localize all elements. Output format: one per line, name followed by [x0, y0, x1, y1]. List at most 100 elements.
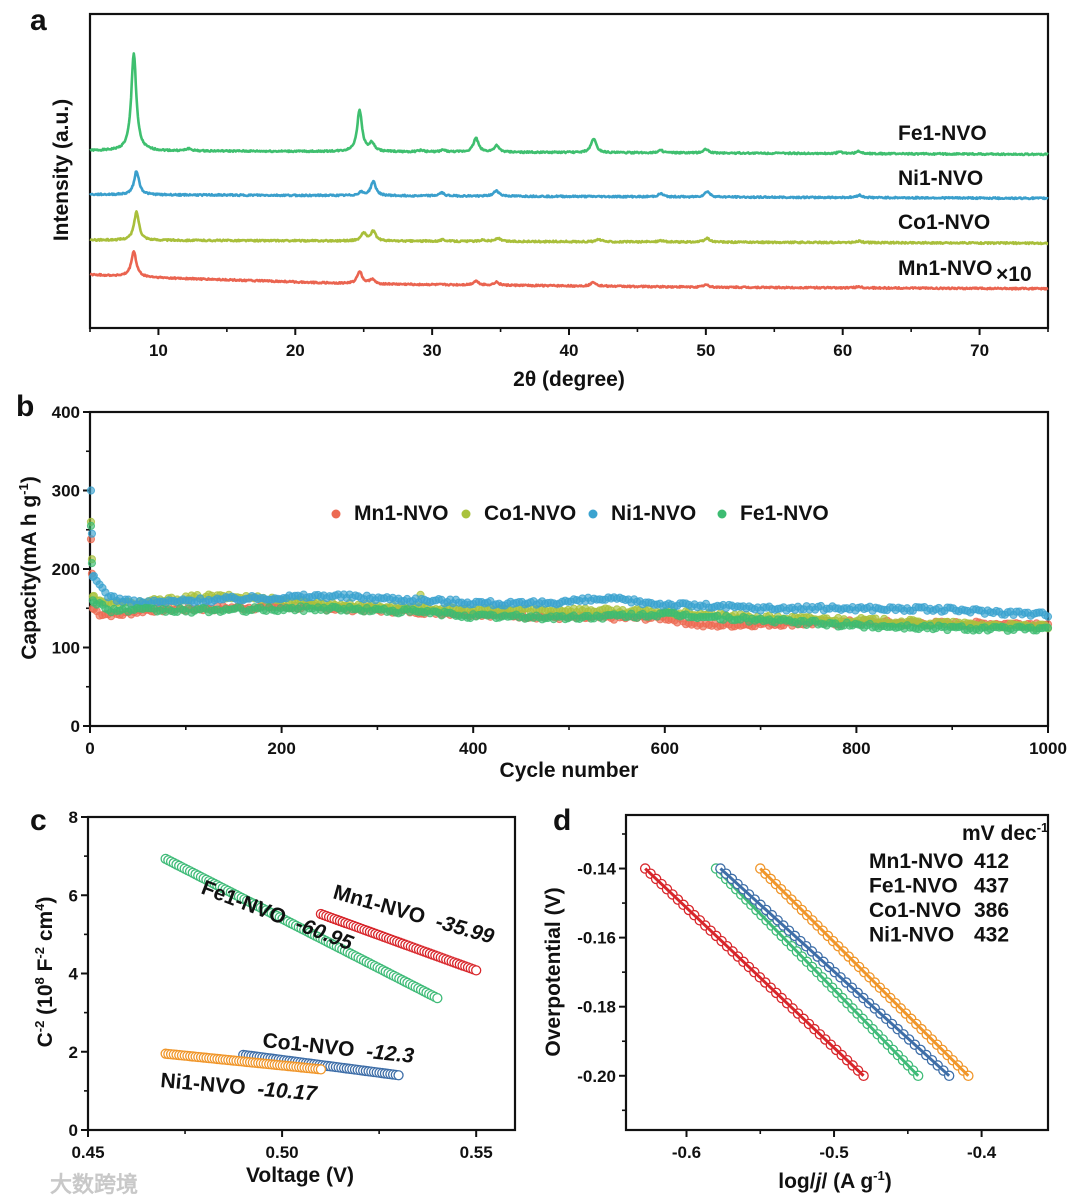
- series-Ni1-NVO: [755, 863, 974, 1082]
- label-part: log/: [778, 1170, 815, 1193]
- x-tick-label: 20: [286, 341, 305, 360]
- label-part: F: [34, 958, 57, 977]
- superscript: 8: [32, 977, 47, 984]
- y-tick-label: 6: [69, 886, 78, 905]
- x-axis-title: log/j/ (A g-1​): [778, 1168, 891, 1193]
- data-point: [87, 559, 97, 568]
- x-tick-label: -0.4: [967, 1143, 997, 1162]
- tafel-chart: -0.6 -0.5 -0.4 -0.14 -0.16 -0.18 -0.20 log/j/ (…: [542, 813, 1050, 1193]
- label-part: / (A g: [821, 1170, 873, 1193]
- y-tick-label: 0: [69, 1121, 78, 1140]
- panel-label-b: b: [16, 390, 34, 423]
- superscript: -1: [1037, 820, 1049, 835]
- xrd-series-line: [89, 52, 1049, 157]
- legend-value: 412: [974, 850, 1009, 873]
- series-label: Ni1-NVO: [898, 167, 983, 190]
- fit-line: [759, 867, 970, 1077]
- legend-value: 437: [974, 875, 1009, 898]
- series-Ni1-NVO: [160, 1048, 327, 1075]
- x-tick-label: 30: [423, 341, 442, 360]
- plot-frame: [88, 410, 1050, 728]
- legend-label: Mn1-NVO: [869, 850, 964, 873]
- superscript: 4: [32, 903, 47, 911]
- panel-label-a: a: [30, 4, 47, 37]
- x-tick-label: 60: [833, 341, 852, 360]
- label-part: cm: [34, 911, 57, 947]
- data-point: [315, 1064, 327, 1075]
- slope-value: -10.17: [256, 1078, 319, 1106]
- y-axis-title: Overpotential (V): [542, 887, 565, 1056]
- x-tick-label: 40: [560, 341, 579, 360]
- x-tick-label: 800: [842, 739, 870, 758]
- x-axis-title: Cycle number: [500, 759, 639, 782]
- y-axis-title: Intensity (a.u.): [50, 99, 73, 241]
- data-point: [471, 965, 482, 976]
- series-Ni1-NVO: [86, 486, 1053, 621]
- superscript: -1: [873, 1168, 885, 1183]
- x-axis-title: 2θ (degree): [513, 368, 625, 391]
- series-name: Fe1-NVO: [198, 876, 289, 929]
- x-tick-label: 1000: [1029, 739, 1067, 758]
- x-tick-label: 0: [85, 739, 94, 758]
- superscript: -2: [32, 1021, 47, 1033]
- legend-label: Fe1-NVO: [869, 875, 958, 898]
- label-part: (10: [34, 984, 57, 1020]
- x-tick-label: 400: [459, 739, 487, 758]
- legend-label: Fe1-NVO: [740, 502, 829, 525]
- label-part: ): [885, 1170, 892, 1193]
- y-tick-label: 8: [69, 808, 78, 827]
- legend-marker: [588, 509, 598, 519]
- series-annotation: Mn1-NVO-35.99: [331, 881, 497, 949]
- legend-label: Co1-NVO: [869, 899, 961, 922]
- x-tick-label: 0.50: [266, 1143, 299, 1162]
- series-name: Ni1-NVO: [160, 1069, 247, 1099]
- scale-note: ×10: [996, 263, 1032, 286]
- series-Fe1-NVO: [160, 853, 443, 1004]
- series-label: Co1-NVO: [898, 211, 990, 234]
- label-part: Capacity(mA h g: [18, 495, 41, 660]
- data-point: [393, 1070, 404, 1081]
- x-tick-label: 600: [651, 739, 679, 758]
- data-point: [1043, 623, 1053, 632]
- legend-label: Ni1-NVO: [611, 502, 696, 525]
- fit-line: [644, 867, 865, 1077]
- label-part: j: [813, 1170, 823, 1193]
- data-point: [1043, 612, 1053, 621]
- legend-value: 386: [974, 899, 1009, 922]
- panel-label-d: d: [553, 804, 571, 837]
- y-tick-label: -0.16: [577, 929, 616, 948]
- x-tick-label: 70: [970, 341, 989, 360]
- xrd-series-line: [89, 250, 1049, 291]
- x-tick-label: 0.45: [71, 1143, 104, 1162]
- series-label: Fe1-NVO: [898, 122, 987, 145]
- x-tick-label: 50: [696, 341, 715, 360]
- superscript: -1: [16, 483, 31, 495]
- series-label: Mn1-NVO: [898, 257, 993, 280]
- legend-marker: [717, 509, 727, 519]
- panel-label-c: c: [30, 804, 47, 837]
- x-tick-label: -0.6: [672, 1143, 701, 1162]
- label-part: C: [34, 1032, 57, 1047]
- y-tick-label: -0.18: [577, 998, 616, 1017]
- legend-value: 432: [974, 924, 1009, 947]
- label-part: ): [34, 897, 57, 904]
- series-Mn1-NVO: [639, 863, 869, 1082]
- x-tick-label: -0.5: [819, 1143, 848, 1162]
- y-tick-label: -0.20: [577, 1067, 616, 1086]
- series-Mn1-NVO: [315, 908, 482, 976]
- series-Fe1-NVO: [710, 863, 924, 1082]
- legend-label: Mn1-NVO: [354, 502, 449, 525]
- x-tick-label: 200: [267, 739, 295, 758]
- y-tick-label: 300: [52, 482, 80, 501]
- legend-label: Ni1-NVO: [869, 924, 954, 947]
- y-tick-label: 4: [69, 965, 79, 984]
- x-axis-title: Voltage (V): [246, 1164, 354, 1187]
- legend-title: mV dec-1​: [962, 820, 1048, 845]
- fit-line: [714, 867, 920, 1077]
- legend-marker: [461, 509, 471, 519]
- cycling-chart: 0 200 400 600 800 1000 0 100 200 300 400 Cycle numb…: [16, 403, 1067, 782]
- legend-marker: [331, 509, 341, 519]
- label-part: mV dec: [962, 822, 1037, 845]
- y-tick-label: 2: [69, 1043, 78, 1062]
- y-tick-label: -0.14: [577, 860, 616, 879]
